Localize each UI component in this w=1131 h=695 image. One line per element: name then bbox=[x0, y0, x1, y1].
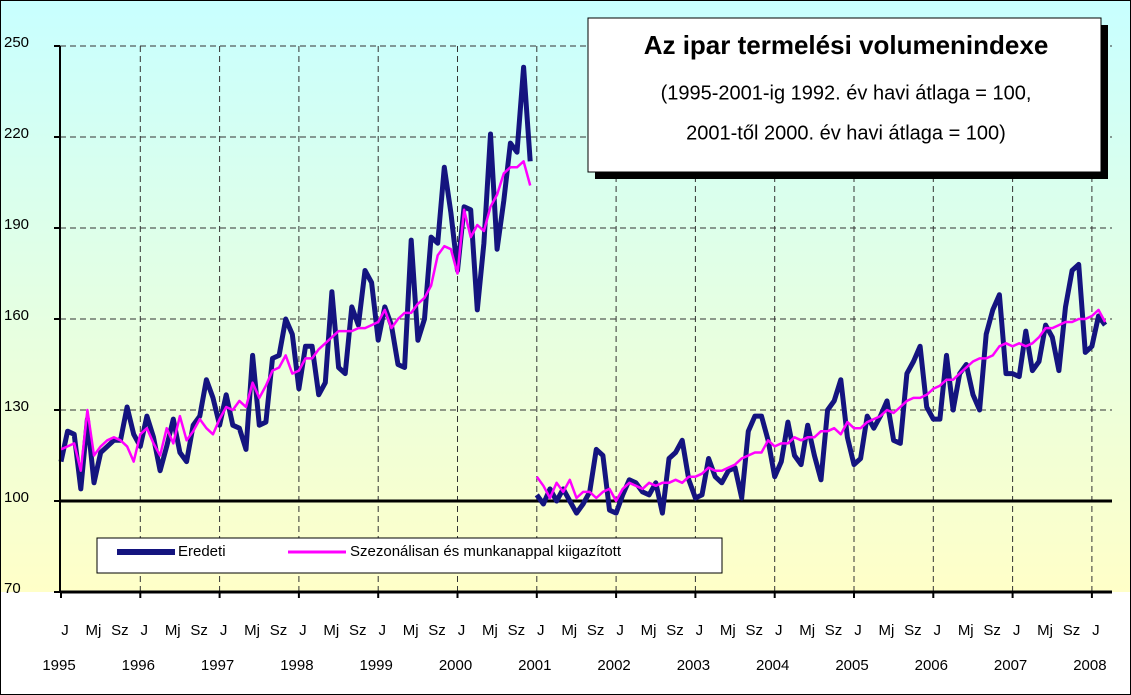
chart-subtitle: (1995-2001-ig 1992. év havi átlaga = 100… bbox=[661, 82, 1032, 104]
x-tick-label: J bbox=[854, 622, 862, 639]
x-tick-label: Mj bbox=[879, 622, 895, 639]
x-tick-label: Mj bbox=[561, 622, 577, 639]
y-tick-label: 250 bbox=[4, 34, 29, 51]
x-tick-label: J bbox=[934, 622, 942, 639]
x-tick-label: Sz bbox=[666, 622, 684, 639]
x-tick-label: Sz bbox=[428, 622, 446, 639]
x-tick-label: Mj bbox=[641, 622, 657, 639]
x-tick-label: Mj bbox=[720, 622, 736, 639]
x-tick-label: Sz bbox=[587, 622, 605, 639]
x-group-label: 2005 bbox=[835, 657, 868, 674]
x-tick-label: J bbox=[378, 622, 386, 639]
x-tick-label: Mj bbox=[403, 622, 419, 639]
x-tick-label: Sz bbox=[190, 622, 208, 639]
x-group-label: 2006 bbox=[915, 657, 948, 674]
x-tick-label: Sz bbox=[1063, 622, 1081, 639]
x-tick-label: Mj bbox=[958, 622, 974, 639]
x-tick-label: Mj bbox=[244, 622, 260, 639]
x-tick-label: Mj bbox=[165, 622, 181, 639]
x-tick-label: Sz bbox=[508, 622, 526, 639]
x-tick-label: Mj bbox=[799, 622, 815, 639]
x-tick-label: Mj bbox=[1037, 622, 1053, 639]
x-group-label: 2001 bbox=[518, 657, 551, 674]
x-tick-label: J bbox=[61, 622, 69, 639]
x-group-label: 2004 bbox=[756, 657, 789, 674]
legend: Eredeti Szezonálisan és munkanappal kiig… bbox=[96, 537, 723, 574]
y-tick-label: 70 bbox=[4, 580, 21, 597]
x-tick-label: J bbox=[537, 622, 545, 639]
x-tick-label: Sz bbox=[746, 622, 764, 639]
chart-title: Az ipar termelési volumenindexe bbox=[644, 30, 1049, 60]
x-group-label: 1995 bbox=[42, 657, 75, 674]
x-tick-label: Sz bbox=[349, 622, 367, 639]
x-tick-label: Mj bbox=[323, 622, 339, 639]
x-tick-label: J bbox=[220, 622, 228, 639]
x-group-label: 2008 bbox=[1073, 657, 1106, 674]
x-tick-label: Mj bbox=[86, 622, 102, 639]
x-tick-label: J bbox=[775, 622, 783, 639]
x-tick-label: J bbox=[1092, 622, 1100, 639]
y-tick-label: 190 bbox=[4, 216, 29, 233]
x-group-label: 2000 bbox=[439, 657, 472, 674]
title-box bbox=[587, 17, 1102, 173]
x-tick-label: Sz bbox=[825, 622, 843, 639]
x-group-label: 1998 bbox=[280, 657, 313, 674]
x-tick-label: J bbox=[616, 622, 624, 639]
x-group-label: 1996 bbox=[122, 657, 155, 674]
legend-box bbox=[96, 537, 723, 574]
y-tick-label: 220 bbox=[4, 125, 29, 142]
x-tick-label: J bbox=[458, 622, 466, 639]
series-line bbox=[534, 261, 1108, 516]
series-line bbox=[58, 64, 533, 492]
x-group-label: 2007 bbox=[994, 657, 1027, 674]
x-group-label: 1997 bbox=[201, 657, 234, 674]
x-group-label: 1999 bbox=[360, 657, 393, 674]
series-line bbox=[535, 308, 1107, 503]
x-tick-label: J bbox=[299, 622, 307, 639]
x-group-label: 2002 bbox=[597, 657, 630, 674]
x-tick-label: Sz bbox=[111, 622, 129, 639]
chart-subtitle: 2001-től 2000. év havi átlaga = 100) bbox=[686, 122, 1006, 144]
y-tick-label: 130 bbox=[4, 398, 29, 415]
x-group-label: 2003 bbox=[677, 657, 710, 674]
x-tick-label: Mj bbox=[482, 622, 498, 639]
x-tick-label: Sz bbox=[983, 622, 1001, 639]
y-tick-label: 160 bbox=[4, 307, 29, 324]
y-tick-label: 100 bbox=[4, 489, 29, 506]
x-tick-label: J bbox=[141, 622, 149, 639]
x-tick-label: Sz bbox=[270, 622, 288, 639]
legend-label: Eredeti bbox=[178, 543, 226, 560]
x-tick-label: J bbox=[1013, 622, 1021, 639]
series-line bbox=[60, 160, 532, 472]
x-tick-label: Sz bbox=[904, 622, 922, 639]
legend-label: Szezonálisan és munkanappal kiigazított bbox=[350, 543, 622, 560]
x-tick-label: J bbox=[696, 622, 704, 639]
